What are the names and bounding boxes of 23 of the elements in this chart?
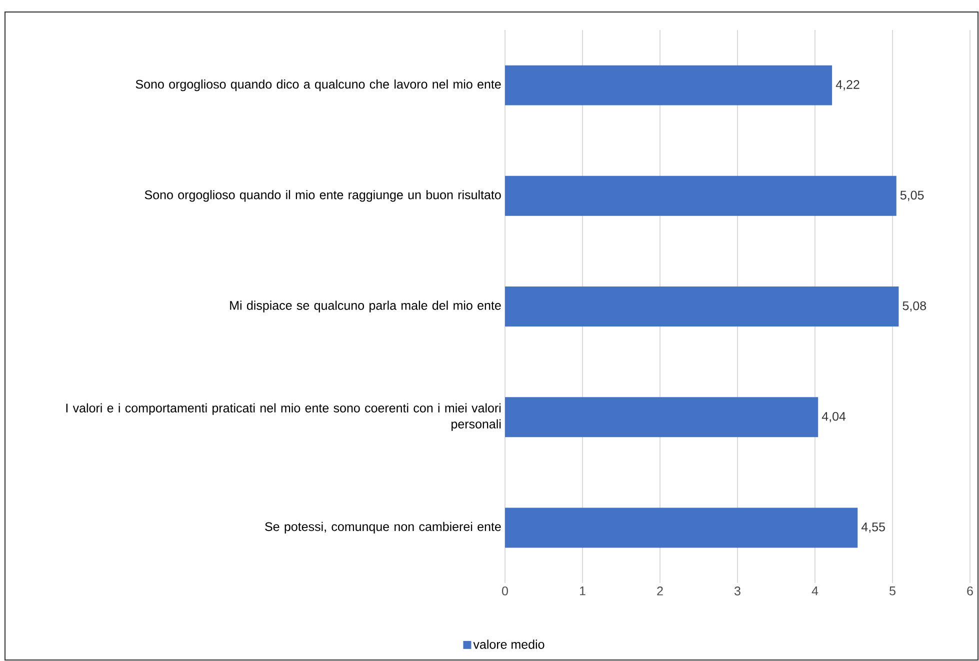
data-label: 5,05 <box>900 190 924 202</box>
bar <box>505 508 858 548</box>
x-tick-label: 3 <box>734 586 740 596</box>
bar <box>505 65 832 106</box>
y-tick-label: Mi dispiace se qualcuno parla male del mio ente <box>230 300 501 312</box>
y-tick-label: I valori e i comportamenti praticati nel mio ente sono coerenti con i miei valori personali <box>66 403 501 431</box>
y-tick-label: Se potessi, comunque non cambierei ente <box>265 522 501 534</box>
bar <box>505 286 899 327</box>
x-tick-label: 0 <box>502 586 508 596</box>
y-tick-label: Sono orgoglioso quando il mio ente raggiunge un buon risultato <box>144 190 501 202</box>
x-tick-label: 4 <box>812 586 818 596</box>
y-tick-label: Sono orgoglioso quando dico a qualcuno che lavoro nel mio ente <box>136 79 501 92</box>
x-tick-label: 1 <box>580 586 586 596</box>
bar <box>505 176 896 216</box>
x-tick-label: 6 <box>967 586 973 596</box>
data-label: 4,04 <box>822 412 846 422</box>
x-tick-label: 2 <box>657 586 663 596</box>
data-label: 5,08 <box>902 301 926 312</box>
data-label: 4,55 <box>861 522 885 533</box>
bar <box>505 397 818 438</box>
data-label: 4,22 <box>836 80 860 90</box>
legend-label: valore medio <box>473 640 544 649</box>
x-tick-label: 5 <box>890 586 896 596</box>
